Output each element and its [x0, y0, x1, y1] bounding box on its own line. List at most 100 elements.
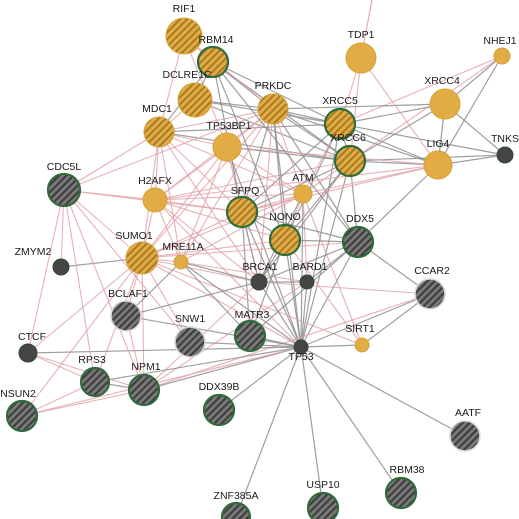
node-circle[interactable]	[341, 225, 375, 259]
edge-tp53-sirt1	[300, 344, 363, 348]
node-npm1[interactable]: NPM1	[127, 361, 161, 407]
node-circle[interactable]	[449, 420, 481, 452]
node-circle[interactable]	[220, 501, 252, 519]
node-snw1[interactable]: SNW1	[174, 313, 206, 358]
node-sumo1[interactable]: SUMO1	[115, 230, 159, 275]
node-ddx5[interactable]: DDX5	[341, 213, 375, 259]
node-circle[interactable]	[202, 393, 236, 427]
node-atm[interactable]: ATM	[292, 172, 314, 204]
node-circle[interactable]	[177, 82, 213, 118]
edge-xrcc6-dclre1c	[194, 99, 351, 162]
edge-sfpq-matr3	[241, 211, 251, 337]
node-circle[interactable]	[143, 116, 175, 148]
edge-tp53-ddx39b	[218, 346, 302, 411]
node-bard1[interactable]: BARD1	[292, 261, 328, 290]
node-circle[interactable]	[429, 88, 461, 120]
node-ccar2[interactable]: CCAR2	[414, 265, 450, 310]
node-circle[interactable]	[496, 146, 514, 164]
node-tp53bp1[interactable]: TP53BP1	[207, 120, 252, 162]
node-circle[interactable]	[384, 476, 418, 510]
node-circle[interactable]	[250, 273, 268, 291]
node-circle[interactable]	[79, 366, 111, 398]
edge-prkdc-xrcc4	[272, 103, 446, 110]
node-circle[interactable]	[52, 258, 70, 276]
edge-tp53bp1-h2afx	[154, 146, 228, 201]
node-circle[interactable]	[414, 278, 446, 310]
node-h2afx[interactable]: H2AFX	[138, 175, 172, 213]
node-zmym2[interactable]: ZMYM2	[15, 246, 70, 276]
node-bclaf1[interactable]: BCLAF1	[108, 288, 148, 332]
node-circle[interactable]	[323, 107, 357, 141]
node-ctcf[interactable]: CTCF	[18, 331, 46, 363]
node-circle[interactable]	[165, 17, 203, 55]
node-circle[interactable]	[5, 399, 39, 433]
node-rif1[interactable]: RIF1	[165, 3, 203, 55]
node-nhej1[interactable]: NHEJ1	[483, 35, 517, 65]
node-circle[interactable]	[18, 343, 38, 363]
node-nsun2[interactable]: NSUN2	[0, 388, 39, 433]
node-circle[interactable]	[174, 326, 206, 358]
node-sirt1[interactable]: SIRT1	[345, 323, 375, 353]
node-circle[interactable]	[493, 47, 511, 65]
node-label: H2AFX	[138, 175, 172, 187]
node-circle[interactable]	[196, 45, 230, 79]
edge-atm-bard1	[302, 193, 308, 283]
node-circle[interactable]	[293, 339, 309, 355]
node-circle[interactable]	[233, 319, 267, 353]
node-mre11a[interactable]: MRE11A	[162, 241, 204, 270]
edge-tp53-npm1	[143, 346, 302, 391]
node-prkdc[interactable]: PRKDC	[255, 80, 292, 125]
node-circle[interactable]	[333, 144, 367, 178]
node-sfpq[interactable]: SFPQ	[225, 185, 259, 229]
node-rbm38[interactable]: RBM38	[384, 464, 425, 510]
edge-nono-tp53	[284, 239, 302, 348]
node-xrcc4[interactable]: XRCC4	[424, 75, 461, 120]
node-circle[interactable]	[173, 254, 189, 270]
node-rbm14[interactable]: RBM14	[196, 34, 234, 79]
node-xrcc6[interactable]: XRCC6	[330, 132, 367, 178]
node-label: RPS3	[78, 354, 106, 366]
node-aatf[interactable]: AATF	[449, 407, 481, 452]
edge-xrcc6-xrcc4	[349, 103, 446, 162]
node-circle[interactable]	[423, 150, 453, 180]
node-ddx39b[interactable]: DDX39B	[199, 381, 240, 427]
node-tdp1[interactable]: TDP1	[345, 29, 377, 74]
node-znf385a[interactable]: ZNF385A	[214, 490, 259, 519]
node-nono[interactable]: NONO	[268, 211, 302, 257]
edge-lig4-h2afx	[154, 164, 439, 201]
node-circle[interactable]	[127, 373, 161, 407]
node-circle[interactable]	[225, 195, 259, 229]
node-circle[interactable]	[345, 42, 377, 74]
edge-tp53bp1-tp53	[226, 146, 302, 348]
node-circle[interactable]	[142, 187, 168, 213]
edge-prkdc-sfpq	[241, 108, 274, 213]
edge-ccar2-tp53	[300, 293, 431, 348]
node-matr3[interactable]: MATR3	[233, 309, 270, 353]
node-circle[interactable]	[354, 337, 370, 353]
node-circle[interactable]	[306, 491, 340, 519]
node-circle[interactable]	[293, 184, 313, 204]
node-cdc5l[interactable]: CDC5L	[46, 161, 82, 208]
edge-prkdc-sumo1	[141, 108, 274, 259]
edge-mdc1-cdc5l	[63, 131, 160, 191]
node-lig4[interactable]: LIG4	[423, 138, 453, 180]
node-circle[interactable]	[268, 223, 302, 257]
edge-sumo1-nsun2	[21, 257, 143, 417]
node-label: DDX39B	[199, 381, 240, 393]
node-tnks[interactable]: TNKS	[491, 133, 519, 164]
node-circle[interactable]	[257, 93, 289, 125]
node-circle[interactable]	[212, 132, 242, 162]
node-dclre1c[interactable]: DCLRE1C	[162, 69, 213, 118]
node-xrcc5[interactable]: XRCC5	[322, 95, 358, 141]
node-tp53[interactable]: TP53	[288, 339, 314, 363]
edge-ddx5-matr3	[249, 241, 359, 337]
node-circle[interactable]	[125, 241, 159, 275]
node-brca1[interactable]: BRCA1	[242, 261, 278, 291]
node-mdc1[interactable]: MDC1	[142, 103, 175, 148]
node-circle[interactable]	[299, 274, 315, 290]
node-circle[interactable]	[46, 172, 82, 208]
node-usp10[interactable]: USP10	[306, 479, 340, 519]
node-circle[interactable]	[110, 300, 142, 332]
node-rps3[interactable]: RPS3	[78, 354, 111, 398]
